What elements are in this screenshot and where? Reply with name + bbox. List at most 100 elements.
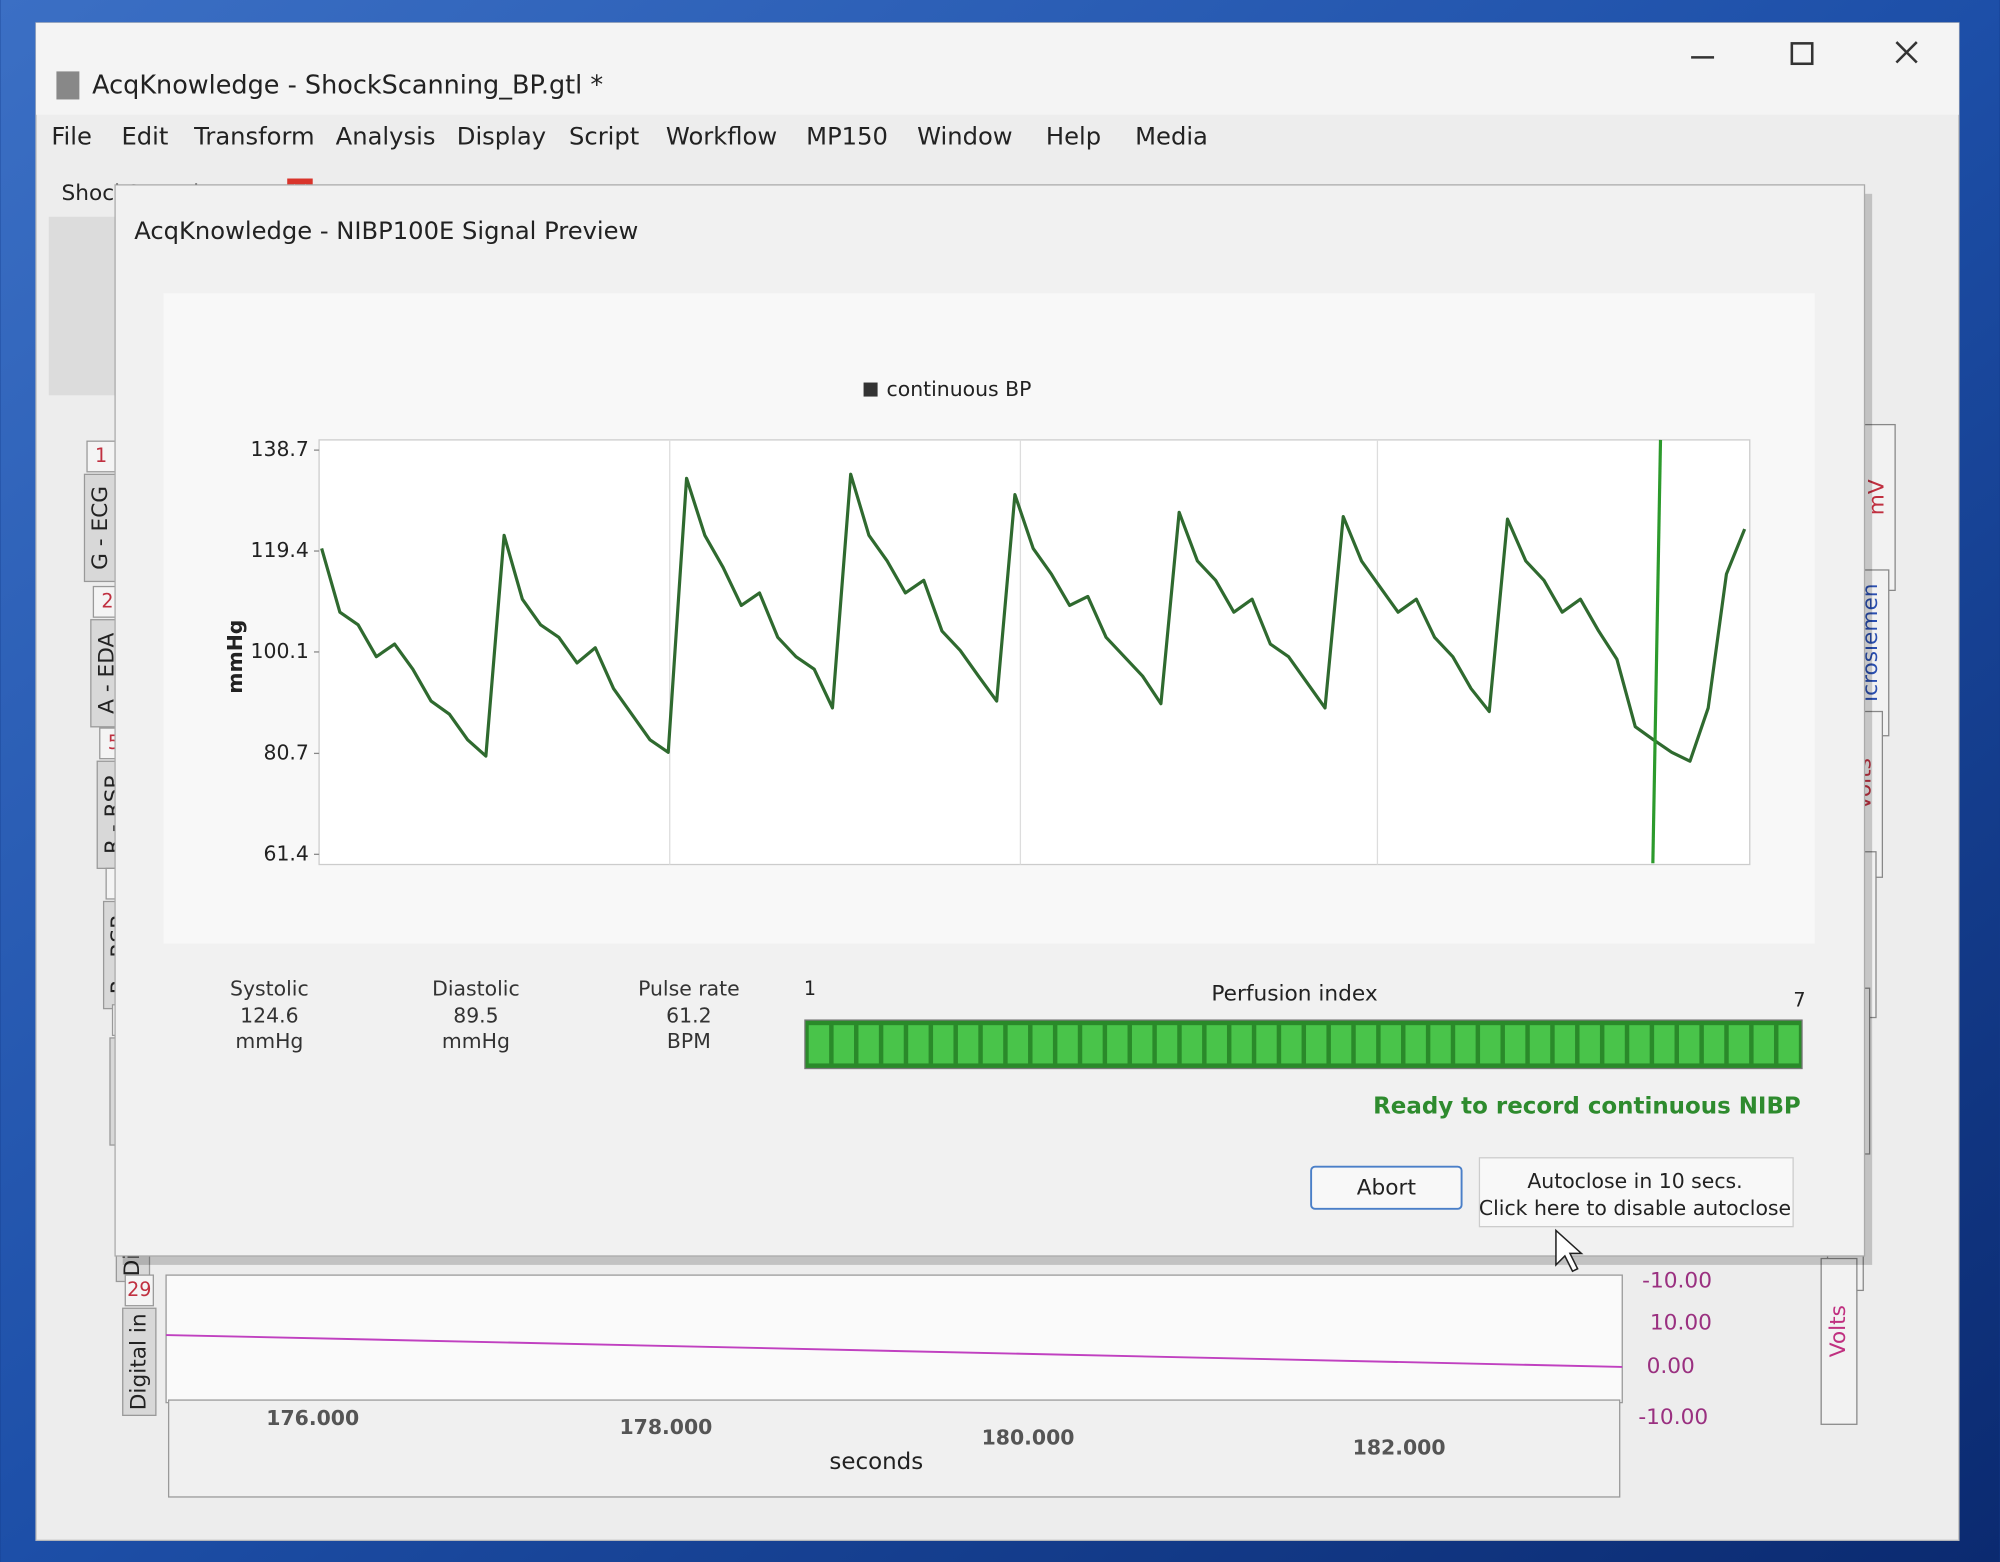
mouse-cursor [1555, 1228, 1584, 1273]
y-tick-label: 61.4 [263, 841, 308, 865]
time-tick-label: 180.000 [982, 1425, 1075, 1449]
scale-label: -10.00 [1638, 1405, 1708, 1430]
channel-number: 29 [127, 1278, 151, 1301]
menu-item[interactable]: Media [1135, 123, 1208, 151]
meter-segment [1330, 1025, 1352, 1064]
meter-segment [1032, 1025, 1053, 1064]
menu-item[interactable]: Help [1046, 123, 1101, 151]
meter-segment [1306, 1025, 1327, 1064]
menu-item[interactable]: Script [569, 123, 639, 151]
perfusion-meter [804, 1019, 1803, 1070]
meter-segment [1504, 1025, 1526, 1064]
scale-label: 0.00 [1647, 1354, 1695, 1379]
meter-segment [1430, 1025, 1451, 1064]
abort-button[interactable] [1310, 1165, 1463, 1210]
channel-trace [166, 1334, 1623, 1368]
perfusion-label: Perfusion index [1211, 982, 1377, 1007]
abort-label[interactable]: Abort [1357, 1175, 1416, 1200]
y-tick-label: 119.4 [251, 538, 309, 562]
channel-label: Digital in [126, 1313, 151, 1410]
channel-label: G - ECG [88, 486, 113, 570]
reading-value: 61.2 [666, 1003, 711, 1027]
channel-number: 1 [95, 444, 107, 467]
channel-number: 2 [101, 589, 113, 612]
window-title: AcqKnowledge - ShockScanning_BP.gtl * [92, 71, 603, 101]
meter-segment [1380, 1025, 1402, 1064]
meter-segment [1256, 1025, 1277, 1064]
time-axis [167, 1399, 1621, 1498]
autoclose-button[interactable] [1478, 1157, 1794, 1228]
meter-segment [1604, 1025, 1625, 1064]
perfusion-min: 1 [804, 977, 816, 1000]
meter-segment [1281, 1025, 1302, 1064]
time-tick-label: 176.000 [266, 1406, 359, 1430]
time-tick-label: 182.000 [1353, 1436, 1446, 1460]
toolbar [48, 216, 123, 396]
meter-segment [1181, 1025, 1203, 1064]
meter-segment [1753, 1025, 1774, 1064]
meter-segment [1629, 1025, 1650, 1064]
meter-segment [1405, 1025, 1426, 1064]
reading-name: Diastolic [432, 976, 520, 1000]
meter-segment [1455, 1025, 1476, 1064]
meter-segment [1107, 1025, 1128, 1064]
channel-unit: Volts [1826, 1305, 1851, 1357]
status-text: Ready to record continuous NIBP [1373, 1093, 1801, 1119]
meter-segment [933, 1025, 954, 1064]
meter-segment [1778, 1025, 1799, 1064]
menu-item[interactable]: MP150 [806, 123, 888, 151]
channel-number-box [124, 1274, 154, 1307]
meter-segment [957, 1025, 979, 1064]
scale-label: 10.00 [1650, 1311, 1712, 1336]
meter-segment [1529, 1025, 1551, 1064]
channel-plot [165, 1274, 1623, 1404]
meter-segment [1554, 1025, 1576, 1064]
menu-item[interactable]: Edit [121, 123, 168, 151]
meter-segment [833, 1025, 855, 1064]
meter-segment [1480, 1025, 1501, 1064]
legend-label: continuous BP [887, 377, 1032, 401]
cursor-line [1651, 439, 1663, 864]
time-tick-label: 178.000 [619, 1415, 712, 1439]
y-tick-label: 138.7 [251, 437, 309, 461]
meter-segment [1131, 1025, 1153, 1064]
menu-item[interactable]: Display [457, 123, 546, 151]
reading-unit: mmHg [235, 1029, 303, 1053]
menu-item[interactable]: Workflow [666, 123, 777, 151]
meter-segment [1728, 1025, 1750, 1064]
channel-label-box [83, 473, 119, 583]
plot-area [318, 439, 1751, 866]
meter-segment [1579, 1025, 1600, 1064]
channel-label-box [122, 1307, 157, 1417]
reading-value: 124.6 [240, 1003, 298, 1027]
meter-segment [1057, 1025, 1078, 1064]
meter-segment [1156, 1025, 1178, 1064]
unit-box [1858, 423, 1896, 592]
meter-segment [808, 1025, 830, 1064]
legend-swatch [863, 382, 878, 397]
maximize-button[interactable] [1790, 42, 1814, 66]
menu-item[interactable]: Window [917, 123, 1013, 151]
autoclose-line[interactable]: Autoclose in 10 secs. [1527, 1169, 1742, 1193]
meter-segment [1082, 1025, 1103, 1064]
meter-segment [908, 1025, 929, 1064]
meter-segment [1231, 1025, 1252, 1064]
menu-item[interactable]: Analysis [336, 123, 436, 151]
perfusion-max: 7 [1793, 988, 1805, 1011]
meter-segment [1703, 1025, 1725, 1064]
title-bar [36, 22, 1959, 115]
autoclose-line[interactable]: Click here to disable autoclose [1479, 1196, 1791, 1220]
unit-box [1820, 1257, 1858, 1425]
reading-value: 89.5 [453, 1003, 498, 1027]
meter-segment [858, 1025, 879, 1064]
reading-unit: mmHg [442, 1029, 510, 1053]
menu-item[interactable]: File [51, 123, 92, 151]
close-button[interactable] [1895, 41, 1918, 64]
meter-segment [1007, 1025, 1029, 1064]
menu-item[interactable]: Transform [193, 123, 314, 151]
scale-label: -10.00 [1642, 1268, 1712, 1293]
time-axis-label: seconds [829, 1449, 923, 1475]
meter-segment [982, 1025, 1004, 1064]
y-axis-label: mmHg [223, 620, 247, 694]
